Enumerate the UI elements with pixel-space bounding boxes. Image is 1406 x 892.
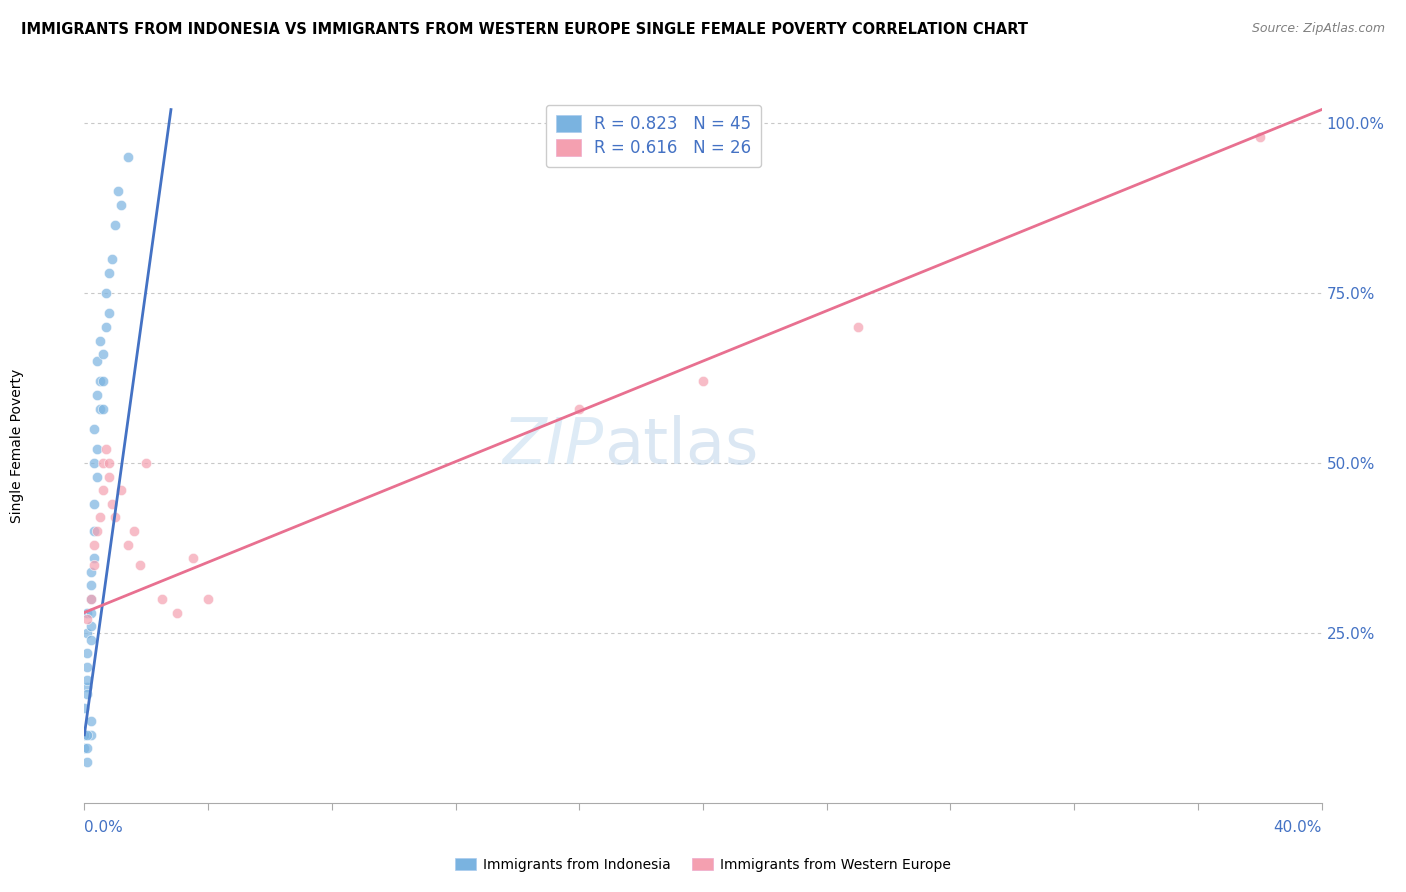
- Point: [107, 184, 129, 198]
- Point: [98, 266, 121, 280]
- Point: [1249, 129, 1271, 144]
- Point: [86, 524, 108, 538]
- Point: [73, 700, 96, 714]
- Legend: Immigrants from Indonesia, Immigrants from Western Europe: Immigrants from Indonesia, Immigrants fr…: [451, 854, 955, 876]
- Point: [76, 755, 98, 769]
- Point: [101, 252, 124, 266]
- Point: [86, 469, 108, 483]
- Point: [76, 741, 98, 756]
- Point: [181, 551, 204, 566]
- Point: [129, 558, 152, 572]
- Point: [101, 497, 124, 511]
- Point: [98, 456, 121, 470]
- Point: [91, 456, 114, 470]
- Point: [89, 510, 111, 524]
- Point: [76, 673, 98, 688]
- Point: [150, 591, 173, 606]
- Point: [98, 306, 121, 320]
- Point: [692, 375, 714, 389]
- Point: [104, 218, 127, 232]
- Point: [79, 714, 101, 729]
- Point: [94, 320, 117, 334]
- Point: [79, 578, 101, 592]
- Point: [83, 551, 105, 566]
- Point: [86, 388, 108, 402]
- Point: [79, 565, 101, 579]
- Point: [568, 401, 591, 416]
- Point: [122, 524, 145, 538]
- Point: [83, 422, 105, 436]
- Text: IMMIGRANTS FROM INDONESIA VS IMMIGRANTS FROM WESTERN EUROPE SINGLE FEMALE POVERT: IMMIGRANTS FROM INDONESIA VS IMMIGRANTS …: [21, 22, 1028, 37]
- Legend: R = 0.823   N = 45, R = 0.616   N = 26: R = 0.823 N = 45, R = 0.616 N = 26: [546, 104, 761, 167]
- Text: 40.0%: 40.0%: [1274, 821, 1322, 835]
- Point: [76, 680, 98, 694]
- Point: [110, 483, 132, 498]
- Point: [91, 401, 114, 416]
- Point: [94, 286, 117, 301]
- Point: [83, 558, 105, 572]
- Point: [117, 537, 139, 551]
- Point: [79, 591, 101, 606]
- Point: [91, 483, 114, 498]
- Point: [89, 401, 111, 416]
- Point: [76, 660, 98, 674]
- Point: [89, 375, 111, 389]
- Point: [79, 728, 101, 742]
- Point: [104, 510, 127, 524]
- Text: Single Female Poverty: Single Female Poverty: [10, 369, 24, 523]
- Point: [76, 646, 98, 660]
- Point: [76, 612, 98, 626]
- Text: atlas: atlas: [605, 415, 758, 477]
- Point: [79, 591, 101, 606]
- Point: [79, 632, 101, 647]
- Point: [73, 741, 96, 756]
- Point: [86, 442, 108, 457]
- Point: [83, 497, 105, 511]
- Point: [135, 456, 157, 470]
- Point: [76, 606, 98, 620]
- Point: [91, 347, 114, 361]
- Point: [76, 687, 98, 701]
- Point: [846, 320, 869, 334]
- Point: [110, 198, 132, 212]
- Point: [73, 728, 96, 742]
- Point: [79, 619, 101, 633]
- Text: Source: ZipAtlas.com: Source: ZipAtlas.com: [1251, 22, 1385, 36]
- Text: ZIP: ZIP: [503, 415, 605, 477]
- Point: [79, 606, 101, 620]
- Point: [86, 354, 108, 368]
- Text: 0.0%: 0.0%: [84, 821, 124, 835]
- Point: [83, 456, 105, 470]
- Point: [91, 375, 114, 389]
- Point: [98, 469, 121, 483]
- Point: [83, 524, 105, 538]
- Point: [94, 442, 117, 457]
- Point: [89, 334, 111, 348]
- Point: [76, 626, 98, 640]
- Point: [197, 591, 219, 606]
- Point: [117, 150, 139, 164]
- Point: [83, 537, 105, 551]
- Point: [76, 728, 98, 742]
- Point: [166, 606, 188, 620]
